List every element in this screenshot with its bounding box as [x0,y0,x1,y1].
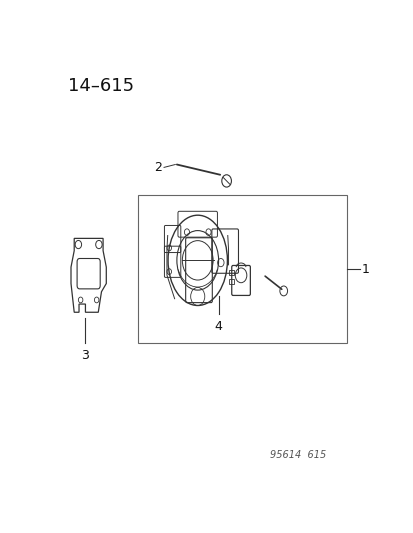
Text: 95614  615: 95614 615 [269,450,325,460]
Bar [228,270,233,276]
Text: 3: 3 [81,349,89,362]
Text: 4: 4 [214,320,222,334]
Bar [228,279,233,284]
Text: 2: 2 [154,161,162,174]
Text: 1: 1 [361,263,368,276]
Bar [138,195,346,343]
Text: 14–615: 14–615 [68,77,133,95]
